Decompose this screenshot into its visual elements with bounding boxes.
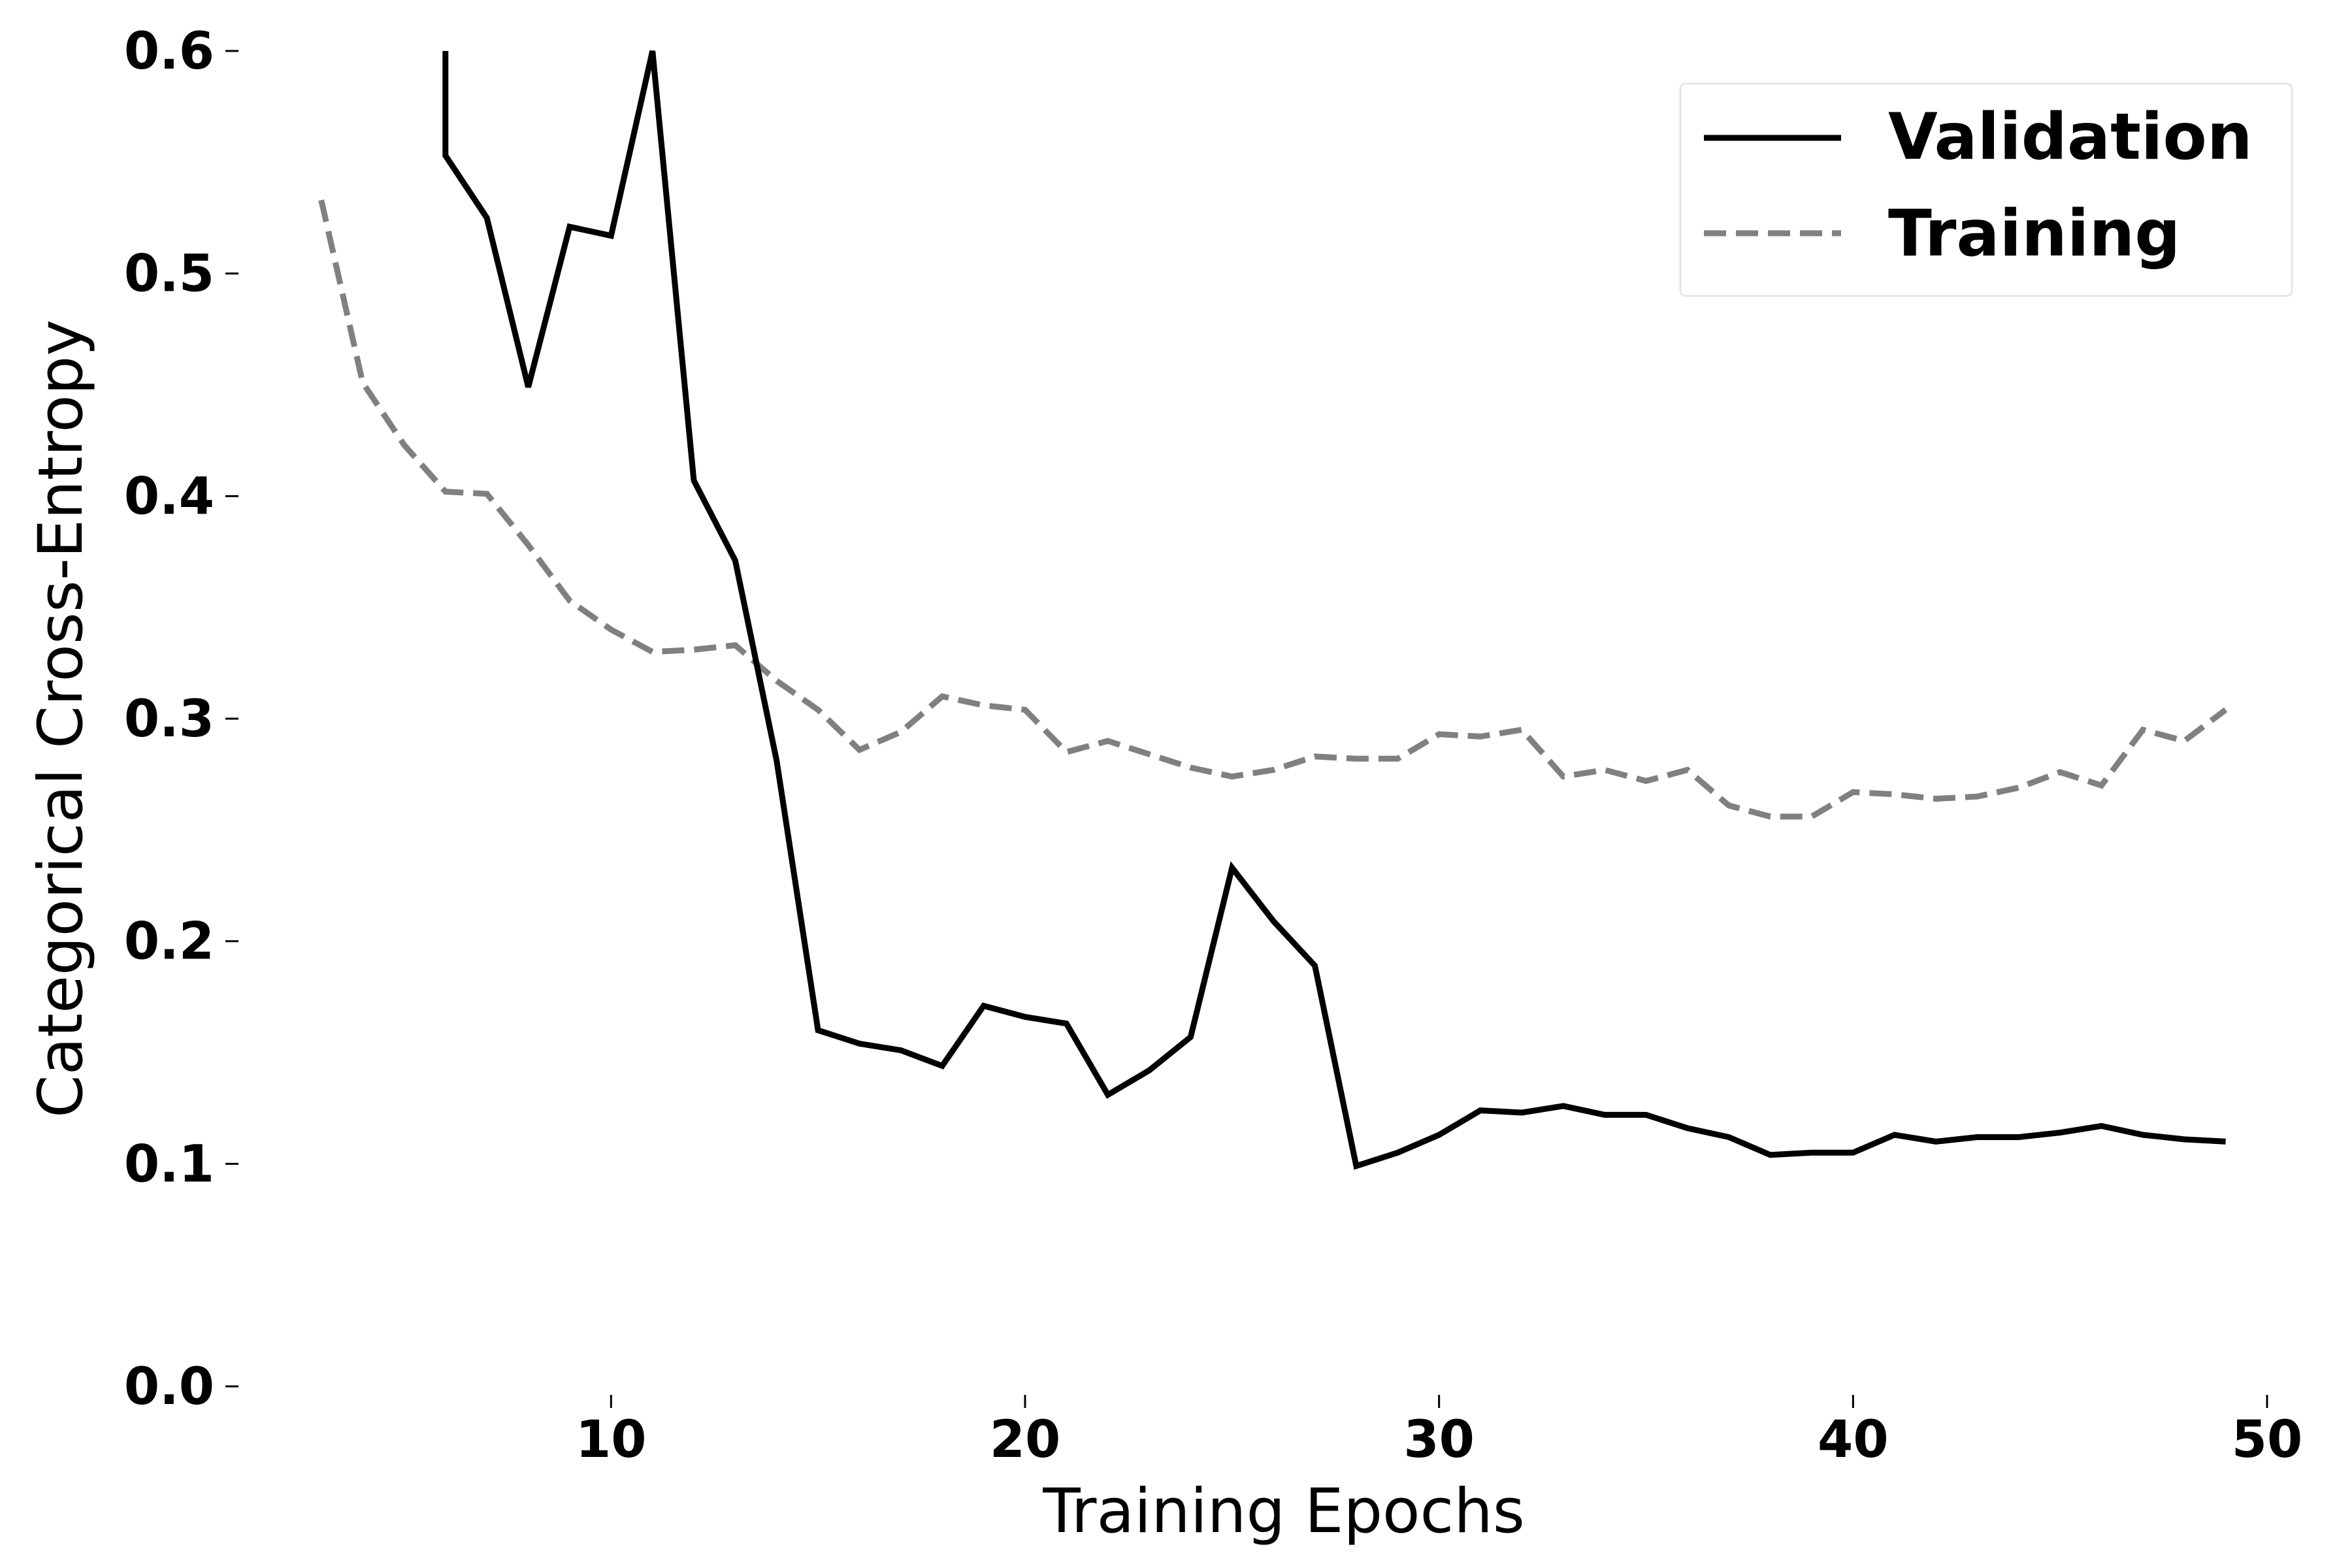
- y-tick-label: 0.3: [124, 690, 214, 749]
- y-axis-label: Categorical Cross-Entropy: [25, 319, 97, 1118]
- legend-label-validation: Validation: [1888, 100, 2253, 174]
- legend: Validation Training: [1679, 82, 2293, 297]
- y-tick-label: 0.5: [124, 245, 214, 304]
- series-line-training: [318, 199, 2228, 820]
- x-tick-label: 20: [990, 1411, 1061, 1469]
- x-axis-ticks: 10 20 30 40 50: [576, 1395, 2302, 1469]
- x-tick-label: 50: [2232, 1411, 2303, 1469]
- x-axis-label: Training Epochs: [1042, 1476, 1525, 1547]
- x-tick-label: 30: [1403, 1411, 1475, 1469]
- series-line-validation: [442, 50, 2226, 1170]
- y-tick-label: 0.1: [124, 1135, 214, 1194]
- y-tick-label: 0.4: [124, 467, 214, 526]
- series-layer: [318, 50, 2228, 1170]
- x-tick-label: 40: [1818, 1411, 1889, 1469]
- y-axis-ticks: 0.0 0.1 0.2 0.3 0.4 0.5 0.6: [124, 22, 238, 1416]
- y-tick-label: 0.2: [124, 913, 214, 972]
- y-tick-label: 0.6: [124, 22, 214, 81]
- legend-label-training: Training: [1888, 197, 2180, 271]
- x-tick-label: 10: [576, 1411, 647, 1469]
- y-tick-label: 0.0: [124, 1358, 214, 1416]
